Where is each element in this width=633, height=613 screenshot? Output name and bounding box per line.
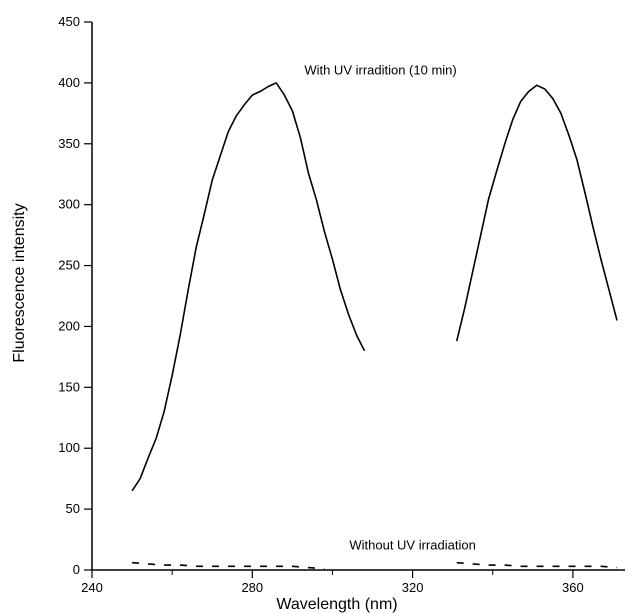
y-axis-label: Fluorescence intensity <box>11 203 28 362</box>
x-tick-label: 240 <box>81 580 103 595</box>
y-tick-label: 0 <box>73 562 80 577</box>
y-tick-label: 250 <box>58 258 80 273</box>
x-tick-label: 320 <box>402 580 424 595</box>
x-tick-label: 280 <box>241 580 263 595</box>
with-uv-line-segment-0 <box>131 82 366 492</box>
annotation-1: Without UV irradiation <box>349 538 475 553</box>
y-tick-label: 450 <box>58 14 80 29</box>
y-tick-label: 200 <box>58 318 80 333</box>
y-tick-label: 400 <box>58 75 80 90</box>
y-tick-label: 300 <box>58 197 80 212</box>
y-tick-label: 50 <box>66 501 80 516</box>
ticks: 0 50 100 150 200 250 300 350 400 450 240 280 320 360 <box>58 14 583 595</box>
annotation-0: With UV irradition (10 min) <box>304 63 456 78</box>
axes <box>91 22 625 571</box>
without-uv-line-segment-1 <box>456 561 618 569</box>
without-uv-line-segment-0 <box>132 561 325 570</box>
y-tick-label: 350 <box>58 136 80 151</box>
annotations: With UV irradition (10 min) Without UV ir… <box>304 63 476 553</box>
x-axis-label: Wavelength (nm) <box>276 596 397 613</box>
x-tick-label: 360 <box>562 580 584 595</box>
series-layer <box>131 82 618 570</box>
y-tick-label: 150 <box>58 379 80 394</box>
with-uv-line-segment-1 <box>455 84 618 342</box>
y-tick-label: 100 <box>58 440 80 455</box>
